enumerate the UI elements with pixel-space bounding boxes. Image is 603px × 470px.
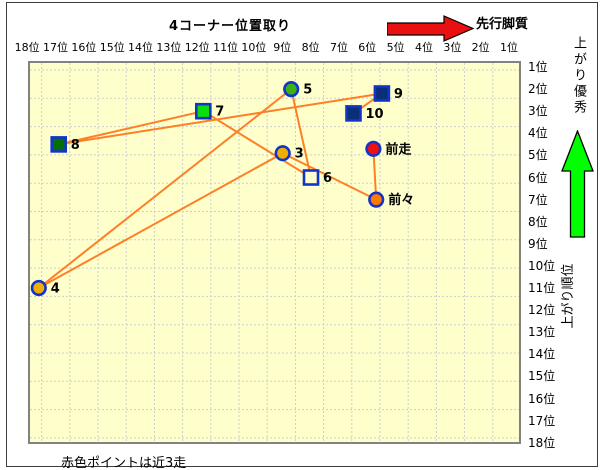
y-tick: 16位 — [528, 391, 556, 406]
plot-canvas: 10 9 8 7 6 5 4 3 前々 前走 — [30, 63, 519, 442]
x-tick: 10位 — [241, 41, 267, 54]
data-point-前々 — [368, 191, 385, 208]
x-tick: 3位 — [443, 41, 462, 54]
x-tick: 7位 — [329, 41, 348, 54]
data-point-前走 — [365, 140, 382, 157]
data-point-10 — [345, 105, 362, 122]
data-point-7 — [195, 102, 212, 120]
data-point-4 — [30, 279, 47, 297]
point-label-前々: 前々 — [388, 192, 414, 208]
point-label-6: 6 — [323, 171, 332, 186]
x-tick: 8位 — [301, 41, 320, 54]
y-tick: 3位 — [528, 104, 548, 119]
x-tick: 5位 — [386, 41, 405, 54]
y-tick: 8位 — [528, 214, 548, 229]
point-label-10: 10 — [366, 107, 384, 122]
data-point-8 — [50, 136, 68, 153]
x-tick: 13位 — [156, 41, 182, 54]
x-tick: 6位 — [358, 41, 377, 54]
grid-lines — [30, 63, 519, 442]
x-tick: 15位 — [99, 41, 125, 54]
y-tick: 11位 — [528, 281, 556, 295]
data-point-3 — [274, 145, 291, 162]
x-tick: 4位 — [414, 41, 433, 54]
y-tick: 17位 — [528, 413, 556, 428]
agari-excellent-label: 上がり優秀 — [571, 36, 586, 116]
y-tick: 2位 — [528, 82, 548, 97]
y-tick: 12位 — [528, 303, 556, 318]
y-tick: 18位 — [528, 435, 556, 450]
x-tick: 12位 — [184, 41, 210, 54]
x-tick: 17位 — [43, 41, 69, 54]
x-tick: 14位 — [128, 41, 154, 54]
y-tick: 6位 — [528, 170, 548, 185]
y-tick: 1位 — [528, 60, 548, 74]
point-label-前走: 前走 — [385, 141, 412, 157]
pace-arrow-label: 先行脚質 — [476, 17, 529, 32]
point-label-8: 8 — [71, 138, 80, 153]
y-tick: 9位 — [528, 236, 548, 251]
point-label-7: 7 — [215, 105, 224, 120]
y-tick: 10位 — [528, 258, 556, 273]
point-label-9: 9 — [394, 87, 403, 102]
x-tick: 11位 — [213, 41, 239, 54]
agari-rank-label: 上がり順位 — [561, 263, 576, 329]
y-tick: 15位 — [528, 369, 556, 384]
x-tick: 1位 — [500, 41, 519, 54]
footnote: 赤色ポイントは近3走 — [61, 456, 187, 470]
y-tick: 5位 — [528, 148, 548, 163]
x-axis: 18位 17位 16位 15位 14位 13位 12位 11位 10位 9位 8位 7位 6位 5位 4位 3… — [13, 39, 524, 55]
point-label-3: 3 — [295, 147, 304, 162]
chart-title: 4コーナー位置取り — [168, 19, 292, 34]
data-point-9 — [373, 85, 391, 102]
y-tick: 14位 — [528, 347, 556, 362]
x-tick: 18位 — [14, 41, 40, 54]
agari-up-arrow-icon — [561, 130, 594, 238]
point-label-4: 4 — [51, 282, 60, 297]
data-point-5 — [283, 80, 300, 98]
x-tick: 9位 — [273, 41, 292, 54]
point-label-5: 5 — [303, 83, 312, 98]
y-tick: 4位 — [528, 126, 548, 141]
y-tick: 7位 — [528, 192, 548, 207]
x-tick: 2位 — [471, 41, 490, 54]
data-point-6 — [302, 169, 320, 186]
plot-area: 10 9 8 7 6 5 4 3 前々 前走 — [28, 61, 521, 444]
x-tick: 16位 — [71, 41, 97, 54]
pace-right-arrow-icon — [387, 15, 475, 42]
y-tick: 13位 — [528, 325, 556, 340]
race-path-line — [38, 87, 383, 289]
